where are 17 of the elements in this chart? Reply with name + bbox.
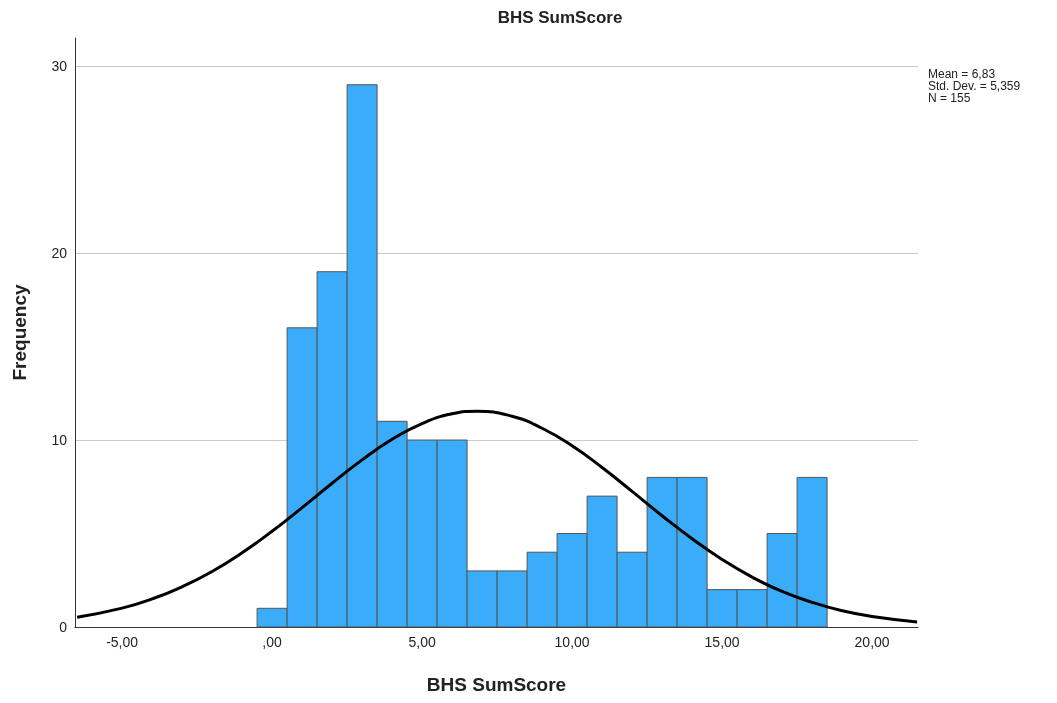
x-tick-label: 20,00	[854, 634, 890, 650]
x-tick-label: 5,00	[408, 634, 436, 650]
y-tick-label: 30	[51, 58, 68, 75]
text: N = 155	[928, 91, 971, 105]
text: Mean = 6,83	[928, 67, 996, 81]
line-series	[75, 409, 919, 624]
chart-title: BHS SumScore	[497, 8, 623, 27]
y-tick-label: 10	[51, 432, 68, 449]
y-tick-label: 20	[51, 245, 68, 262]
x-tick-label: 10,00	[554, 634, 590, 650]
text: Std. Dev. = 5,359	[928, 79, 1021, 93]
x-tick-label: -5,00	[106, 634, 139, 650]
y-axis-title: Frequency	[9, 284, 30, 381]
x-tick-label: ,00	[262, 634, 283, 650]
x-axis-title: BHS SumScore	[426, 674, 567, 695]
x-tick-label: 15,00	[704, 634, 740, 650]
y-tick-label: 0	[59, 619, 68, 635]
